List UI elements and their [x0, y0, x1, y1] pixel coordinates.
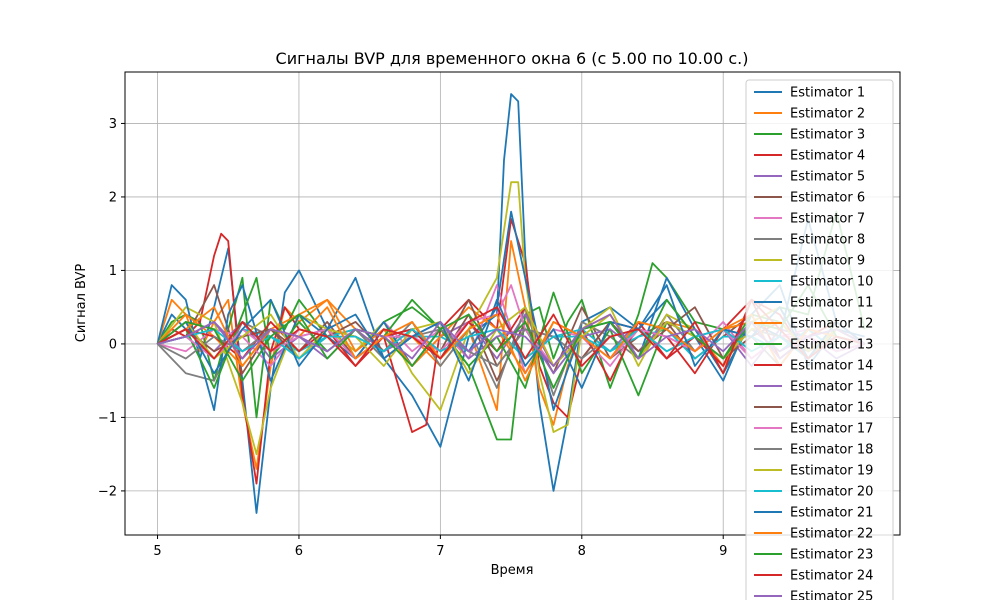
x-axis-label: Время	[491, 563, 534, 578]
plot-area-frame	[124, 71, 901, 536]
legend-entry-label: Estimator 5	[790, 170, 865, 185]
y-tick-label: 0	[109, 337, 117, 352]
legend: Estimator 1 Estimator 2 Estimator 3 Estimat…	[745, 79, 894, 600]
x-tick-label: 8	[578, 544, 586, 559]
legend-entry-label: Estimator 4	[790, 149, 865, 164]
x-tick-label: 9	[719, 544, 727, 559]
legend-entry-label: Estimator 3	[790, 128, 865, 143]
y-tick-label: −2	[98, 484, 117, 499]
y-axis: −2 −1 0 1 2 3	[98, 117, 125, 499]
legend-entry-label: Estimator 11	[790, 296, 873, 311]
legend-entry-label: Estimator 8	[790, 233, 865, 248]
legend-entry-label: Estimator 1	[790, 86, 865, 101]
x-tick-label: 6	[295, 544, 303, 559]
legend-entry-label: Estimator 22	[790, 527, 873, 542]
series-line-estimator-1	[156, 93, 865, 514]
legend-entry-label: Estimator 20	[790, 485, 873, 500]
legend-entry-label: Estimator 9	[790, 254, 865, 269]
legend-entry-label: Estimator 14	[790, 359, 873, 374]
legend-entry-label: Estimator 23	[790, 548, 873, 563]
y-tick-label: 1	[109, 264, 117, 279]
legend-entry-label: Estimator 10	[790, 275, 873, 290]
legend-entry-label: Estimator 21	[790, 506, 873, 521]
legend-entry-label: Estimator 7	[790, 212, 865, 227]
legend-entry-label: Estimator 13	[790, 338, 873, 353]
legend-entry-label: Estimator 16	[790, 401, 873, 416]
legend-entry-label: Estimator 6	[790, 191, 865, 206]
y-tick-label: 2	[109, 190, 117, 205]
x-tick-label: 7	[436, 544, 444, 559]
x-axis: 5 6 7 8 9	[153, 535, 727, 559]
legend-entry-label: Estimator 19	[790, 464, 873, 479]
legend-entry-label: Estimator 2	[790, 107, 865, 122]
legend-entry-label: Estimator 15	[790, 380, 873, 395]
legend-box	[745, 79, 894, 600]
legend-entry-label: Estimator 25	[790, 590, 873, 600]
legend-entry-label: Estimator 24	[790, 569, 873, 584]
series-line-estimator-4	[156, 218, 866, 485]
y-tick-label: −1	[98, 411, 117, 426]
x-tick-label: 5	[153, 544, 161, 559]
legend-entry-label: Estimator 17	[790, 422, 873, 437]
legend-entry-label: Estimator 12	[790, 317, 873, 332]
y-axis-label: Сигнал BVP	[74, 264, 89, 343]
legend-entry-label: Estimator 18	[790, 443, 873, 458]
y-tick-label: 3	[109, 117, 117, 132]
series-line-estimator-17	[157, 284, 865, 367]
chart-title: Сигналы BVP для временного окна 6 (с 5.0…	[276, 49, 749, 68]
